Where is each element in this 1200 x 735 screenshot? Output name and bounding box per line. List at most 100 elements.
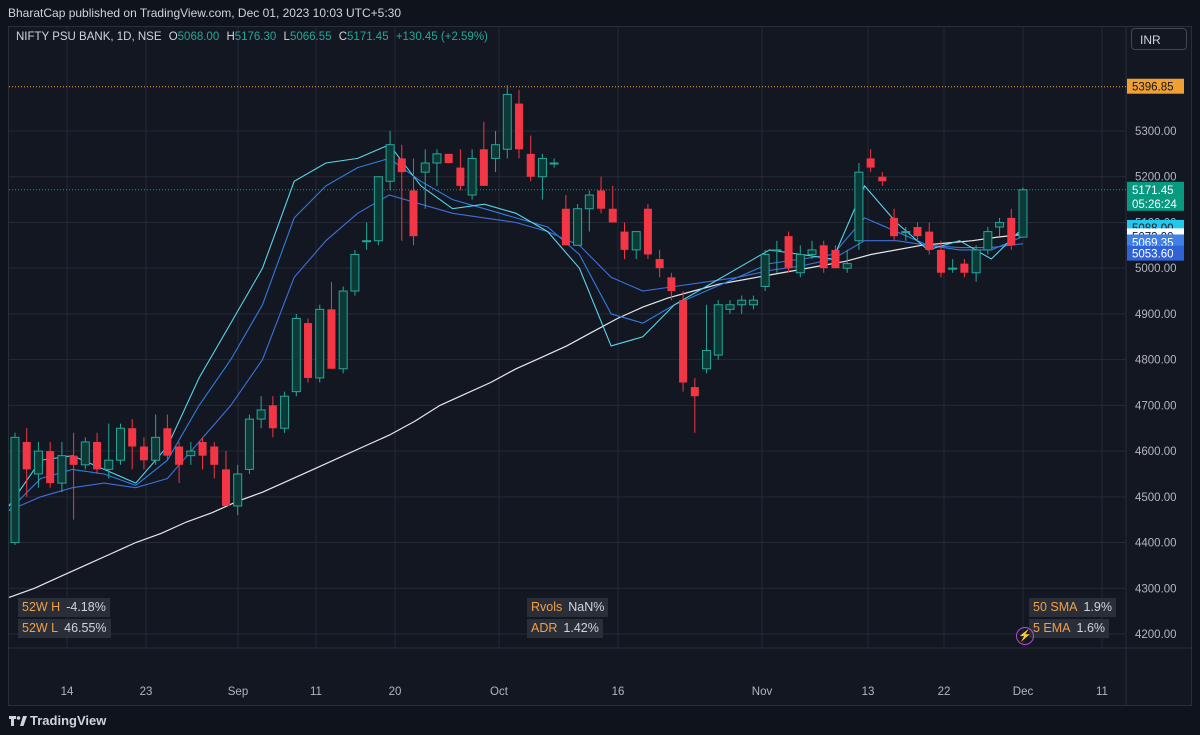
candle[interactable]: [80, 437, 90, 470]
candle[interactable]: [350, 249, 360, 296]
candle[interactable]: [57, 441, 67, 493]
candle[interactable]: [948, 259, 958, 273]
candle[interactable]: [432, 149, 442, 186]
candle[interactable]: [128, 419, 137, 470]
candle[interactable]: [713, 300, 723, 360]
candle[interactable]: [502, 85, 512, 159]
candle[interactable]: [725, 300, 735, 314]
candle[interactable]: [748, 295, 758, 310]
candle[interactable]: [702, 304, 712, 374]
candle[interactable]: [983, 227, 993, 255]
candle[interactable]: [995, 217, 1005, 237]
candle[interactable]: [573, 204, 583, 246]
candle[interactable]: [1007, 208, 1016, 250]
candle-body: [467, 157, 477, 196]
candle[interactable]: [93, 432, 102, 474]
candle[interactable]: [913, 222, 922, 241]
candle[interactable]: [737, 295, 747, 314]
candle[interactable]: [304, 318, 313, 383]
candle[interactable]: [584, 190, 594, 232]
currency-button[interactable]: INR: [1131, 28, 1187, 50]
time-tick-label: Dec: [1013, 686, 1034, 698]
candle[interactable]: [608, 185, 617, 223]
candle[interactable]: [679, 291, 688, 392]
candle[interactable]: [537, 153, 547, 200]
candle[interactable]: [291, 313, 301, 397]
candle[interactable]: [597, 176, 606, 214]
candle[interactable]: [772, 240, 782, 273]
candle[interactable]: [643, 204, 652, 260]
price-label-text: 05:26:24: [1132, 199, 1177, 211]
candle[interactable]: [338, 286, 348, 374]
candle[interactable]: [960, 259, 969, 278]
candle[interactable]: [198, 437, 207, 470]
candle[interactable]: [842, 249, 852, 273]
candle[interactable]: [795, 245, 805, 278]
candle[interactable]: [280, 391, 290, 433]
candle[interactable]: [420, 149, 430, 209]
candle[interactable]: [385, 131, 395, 191]
candle[interactable]: [186, 441, 196, 465]
candle[interactable]: [233, 464, 243, 516]
candle[interactable]: [655, 249, 664, 278]
candle[interactable]: [268, 396, 277, 438]
candle[interactable]: [491, 131, 501, 173]
candle[interactable]: [479, 121, 488, 186]
candle[interactable]: [866, 149, 875, 173]
brand-name: TradingView: [30, 713, 107, 728]
candle-body: [597, 190, 606, 209]
candle[interactable]: [456, 149, 465, 191]
candle[interactable]: [163, 414, 172, 461]
candle[interactable]: [878, 172, 887, 186]
candle[interactable]: [854, 163, 864, 250]
candle[interactable]: [444, 153, 453, 164]
price-label-bg: [1127, 78, 1184, 94]
candle[interactable]: [409, 158, 418, 246]
candle[interactable]: [901, 227, 911, 241]
candle[interactable]: [526, 135, 535, 182]
candle[interactable]: [784, 231, 793, 273]
candle[interactable]: [221, 451, 230, 506]
candle[interactable]: [631, 231, 641, 260]
candle[interactable]: [69, 432, 78, 520]
candle[interactable]: [362, 222, 372, 250]
candle-body: [22, 441, 31, 470]
chart-panel[interactable]: [8, 26, 1192, 706]
candle[interactable]: [104, 423, 114, 479]
candle[interactable]: [549, 158, 559, 168]
candle[interactable]: [620, 222, 629, 260]
candle[interactable]: [690, 377, 699, 433]
candle[interactable]: [760, 249, 770, 292]
candle[interactable]: [831, 245, 840, 269]
candle[interactable]: [925, 222, 934, 255]
candle[interactable]: [890, 208, 899, 241]
candle[interactable]: [33, 441, 43, 488]
lightning-icon[interactable]: ⚡: [1016, 627, 1034, 645]
candle[interactable]: [561, 195, 570, 246]
candle[interactable]: [467, 149, 477, 200]
candle[interactable]: [115, 423, 125, 465]
candle[interactable]: [807, 240, 817, 260]
candle[interactable]: [151, 414, 161, 465]
candle[interactable]: [210, 441, 219, 479]
candle[interactable]: [515, 89, 523, 159]
candle[interactable]: [256, 396, 266, 429]
candle[interactable]: [46, 441, 55, 488]
candle[interactable]: [667, 272, 676, 301]
candle[interactable]: [971, 245, 981, 282]
candle[interactable]: [327, 281, 336, 369]
price-label-bg: [1127, 195, 1184, 211]
candle[interactable]: [139, 437, 148, 470]
candle[interactable]: [315, 304, 325, 383]
candle[interactable]: [819, 240, 828, 273]
candle[interactable]: [936, 240, 945, 278]
candle[interactable]: [10, 432, 20, 545]
candle[interactable]: [373, 176, 383, 246]
candle[interactable]: [244, 414, 254, 474]
candle[interactable]: [22, 428, 31, 497]
candle[interactable]: [175, 441, 184, 484]
candle-body: [537, 157, 547, 178]
candle[interactable]: [1018, 187, 1028, 238]
candle[interactable]: [397, 144, 406, 241]
